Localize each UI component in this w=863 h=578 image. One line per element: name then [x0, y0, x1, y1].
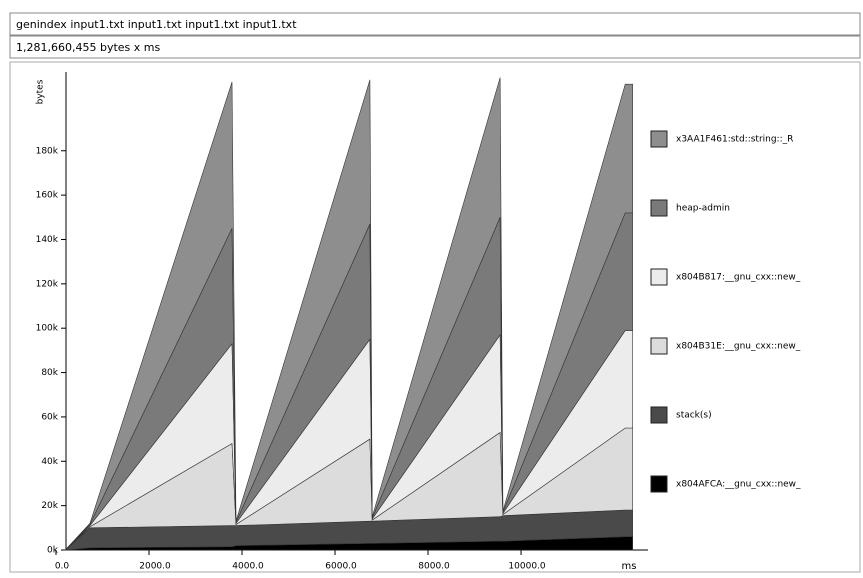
x-tick-label: 6000.0 [325, 562, 357, 572]
y-tick-label: 180k [36, 146, 59, 156]
y-tick-label: 80k [41, 368, 58, 378]
title-box [9, 12, 861, 36]
legend-label: stack(s) [676, 411, 712, 421]
x-tick-label: 8000.0 [418, 562, 450, 572]
y-tick-label: 20k [41, 501, 58, 511]
legend-swatch [650, 337, 668, 355]
legend-swatch [650, 268, 668, 286]
legend-swatch [650, 406, 668, 424]
x-tick-label: 10000.0 [508, 562, 545, 572]
y-tick-label: 160k [36, 191, 59, 201]
y-tick-label: 0k [47, 546, 59, 556]
y-axis-label: bytes [36, 79, 46, 104]
legend-label: x804B31E:__gnu_cxx::new_ [676, 342, 801, 352]
x-tick-label: 4000.0 [232, 562, 264, 572]
x-tick-label: 2000.0 [139, 562, 171, 572]
total: 1,281,660,455 bytes x ms [16, 41, 160, 54]
y-tick-label: 40k [41, 457, 58, 467]
y-tick-label: 120k [36, 279, 59, 289]
legend-label: x804B817:__gnu_cxx::new_ [676, 273, 801, 283]
total-box [9, 35, 861, 59]
title: genindex input1.txt input1.txt input1.tx… [16, 18, 297, 31]
y-tick-label: 60k [41, 412, 58, 422]
y-tick-label: 100k [36, 324, 59, 334]
legend-swatch [650, 130, 668, 148]
legend-label: heap-admin [676, 204, 730, 214]
legend-swatch [650, 199, 668, 217]
legend-swatch [650, 475, 668, 493]
legend-label: x3AA1F461:std::string::_R [676, 135, 793, 145]
legend-label: x804AFCA:__gnu_cxx::new_ [676, 480, 801, 490]
x-tick-label: 0.0 [55, 562, 70, 572]
area [65, 77, 633, 551]
x-axis-label: ms [622, 561, 637, 572]
y-tick-label: 140k [36, 235, 59, 245]
